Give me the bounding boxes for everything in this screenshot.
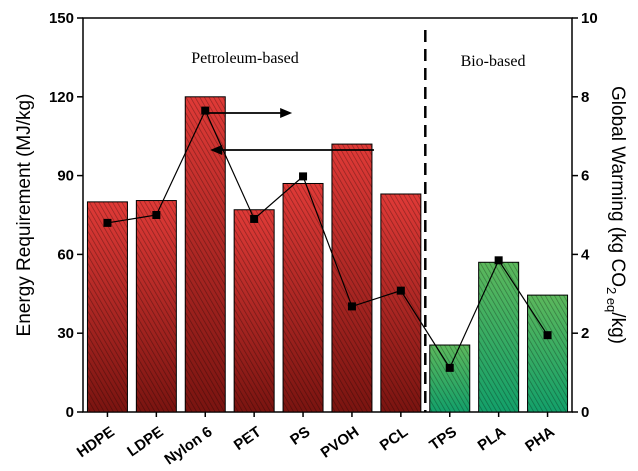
y-right-tick-label: 2	[581, 325, 589, 342]
global-warming-line	[107, 109, 549, 370]
y-right-tick-label: 0	[581, 404, 589, 421]
x-tick-label-hdpe: HDPE	[74, 423, 118, 461]
point-ldpe	[152, 211, 161, 219]
x-tick-label-nylon-6: Nylon 6	[161, 423, 215, 468]
x-tick-label-pha: PHA	[522, 423, 558, 455]
arrow-right-head	[280, 108, 293, 118]
y-left-tick-label: 120	[49, 89, 74, 106]
x-tick-label-ps: PS	[287, 423, 313, 448]
bar-hatch-pet	[234, 209, 275, 412]
y-right-tick-label: 4	[581, 246, 590, 263]
point-nylon-6	[201, 106, 210, 115]
arrow-left-head	[210, 145, 223, 155]
plot-frame	[82, 17, 573, 413]
bar-hatch-pcl	[380, 193, 421, 412]
y-axis-right-title: Global Warming (kg CO2 eq/kg)	[604, 86, 628, 344]
y-left-tick-label: 0	[66, 404, 74, 421]
bar-hatch-hdpe	[87, 201, 128, 412]
y-right-tick-label: 10	[581, 10, 598, 27]
point-tps	[445, 363, 454, 372]
y-left-tick-label: 150	[49, 10, 74, 27]
x-tick-label-pcl: PCL	[377, 423, 411, 454]
y-left-tick-label: 60	[57, 246, 74, 263]
x-tick-label-ldpe: LDPE	[124, 423, 167, 460]
y-left-tick-label: 30	[57, 325, 74, 342]
bars	[86, 30, 569, 413]
point-pha	[543, 331, 552, 340]
y-right-tick-label: 8	[581, 89, 589, 106]
point-pvoh	[347, 302, 356, 311]
x-tick-label-pet: PET	[231, 423, 265, 454]
bio-based-label: Bio-based	[461, 53, 526, 70]
bar-hatch-ldpe	[136, 200, 177, 412]
bar-hatch-ps	[283, 183, 324, 412]
bar-hatch-nylon-6	[185, 96, 226, 413]
point-pla	[494, 256, 503, 265]
plot-border	[82, 17, 573, 413]
petroleum-based-label: Petroleum-based	[191, 50, 299, 67]
bar-hatch-pvoh	[331, 144, 372, 412]
y-axis-left-title: Energy Requirement (MJ/kg)	[14, 94, 35, 337]
point-ps	[299, 172, 308, 181]
line-series	[103, 106, 552, 372]
point-pet	[250, 214, 259, 223]
bar-hatch-pla	[478, 262, 519, 412]
point-hdpe	[103, 218, 112, 227]
x-tick-label-pvoh: PVOH	[318, 423, 363, 461]
y-left-tick-label: 90	[57, 168, 74, 185]
x-tick-label-pla: PLA	[475, 423, 509, 454]
point-pcl	[396, 286, 405, 295]
bar-hatch-tps	[429, 345, 470, 412]
y-right-tick-label: 6	[581, 168, 589, 185]
x-tick-label-tps: TPS	[426, 423, 460, 454]
